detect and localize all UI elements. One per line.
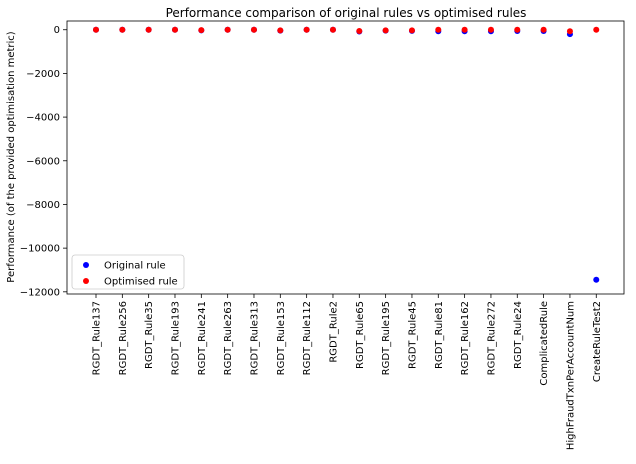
x-tick-label: CreateRuleTest2 [592,301,603,382]
x-tick-label: RGDT_Rule195 [381,301,392,375]
x-tick-label: RGDT_Rule193 [170,301,181,375]
x-tick-label: RGDT_Rule81 [434,301,445,369]
y-axis-label: Performance (of the provided optimisatio… [6,31,17,282]
x-tick-label: RGDT_Rule162 [460,301,471,375]
optimised-rule-point [487,26,494,33]
optimised-rule-point [224,26,231,33]
y-tick-label: −8000 [26,200,60,211]
x-tick-label: RGDT_Rule45 [407,301,418,369]
x-tick-label: RGDT_Rule112 [302,301,313,375]
optimised-rule-point [593,26,600,33]
legend-label-original: Original rule [104,261,166,272]
legend-marker-original [83,262,89,268]
x-tick-label: RGDT_Rule137 [92,301,103,375]
x-tick-label: RGDT_Rule153 [276,301,287,375]
y-tick-label: −10000 [20,244,60,255]
optimised-rule-point [119,26,126,33]
data-points [93,26,600,283]
x-tick-label: RGDT_Rule35 [144,301,155,369]
optimised-rule-point [93,26,99,33]
y-tick-label: −12000 [20,287,60,298]
optimised-rule-point [329,26,336,33]
x-axis-ticks: RGDT_Rule137 RGDT_Rule256 RGDT_Rule35 RGDT_… [92,294,603,450]
optimised-rule-point [435,26,442,33]
x-tick-label: RGDT_Rule65 [355,301,366,369]
legend-label-optimised: Optimised rule [104,277,178,288]
optimised-rule-point [540,26,547,33]
plot-frame [66,20,625,295]
optimised-rule-point [356,28,363,35]
x-tick-label: RGDT_Rule24 [513,301,524,369]
legend-marker-optimised [83,278,89,284]
original-rule-point [593,276,600,283]
x-tick-label: RGDT_Rule241 [197,301,208,375]
y-tick-label: 0 [54,25,60,36]
x-tick-label: RGDT_Rule263 [223,301,234,375]
optimised-rule-point [277,27,284,34]
x-tick-label: RGDT_Rule313 [249,301,260,375]
x-tick-label: RGDT_Rule272 [486,301,497,375]
chart-title: Performance comparison of original rules… [166,6,527,20]
y-tick-label: −6000 [26,156,60,167]
optimised-rule-point [461,26,468,33]
optimised-rule-point [514,26,521,33]
x-tick-label: HighFraudTxnPerAccountNum [565,301,576,450]
y-tick-label: −2000 [26,69,60,80]
x-tick-label: RGDT_Rule256 [118,301,129,375]
y-tick-label: −4000 [26,113,60,124]
optimised-rule-point [198,27,205,34]
x-tick-label: ComplicatedRule [539,301,550,386]
x-tick-label: RGDT_Rule2 [328,301,339,363]
optimised-rule-point [145,26,152,33]
optimised-rule-point [250,26,257,33]
optimised-rule-point [171,26,178,33]
legend: Original rule Optimised rule [71,254,185,290]
optimised-rule-point [303,26,310,33]
y-axis-ticks: 0 −2000 −4000 −6000 −8000 −10000 −12000 [20,25,67,298]
optimised-rule-point [408,27,415,34]
optimised-rule-point [382,27,389,34]
optimised-rule-point [566,28,573,35]
legend-box [71,254,185,290]
